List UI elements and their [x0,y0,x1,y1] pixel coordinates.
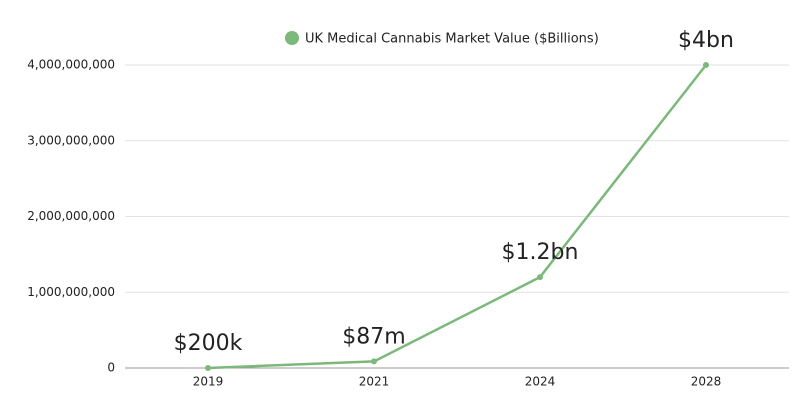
point [703,62,709,68]
line [207,64,707,370]
y-tick-label: 0 [107,361,115,375]
data-label: $4bn [678,28,734,53]
x-tick-label: 2028 [691,375,722,389]
y-tick-label: 2,000,000,000 [27,209,115,223]
legend-marker [285,31,299,45]
y-tick-label: 3,000,000,000 [27,133,115,147]
x-tick-label: 2024 [525,375,556,389]
legend-label: UK Medical Cannabis Market Value ($Billi… [305,32,599,47]
point [537,274,543,281]
data-label: $87m [342,324,405,349]
x-tick-label: 2021 [359,375,390,389]
data-label: $1.2bn [502,240,579,265]
data-label: $200k [174,331,243,356]
y-tick-label: 1,000,000,000 [27,285,115,299]
x-tick-label: 2019 [193,375,224,389]
point [205,364,211,371]
point [371,358,377,365]
y-tick-label: 4,000,000,000 [27,58,115,72]
